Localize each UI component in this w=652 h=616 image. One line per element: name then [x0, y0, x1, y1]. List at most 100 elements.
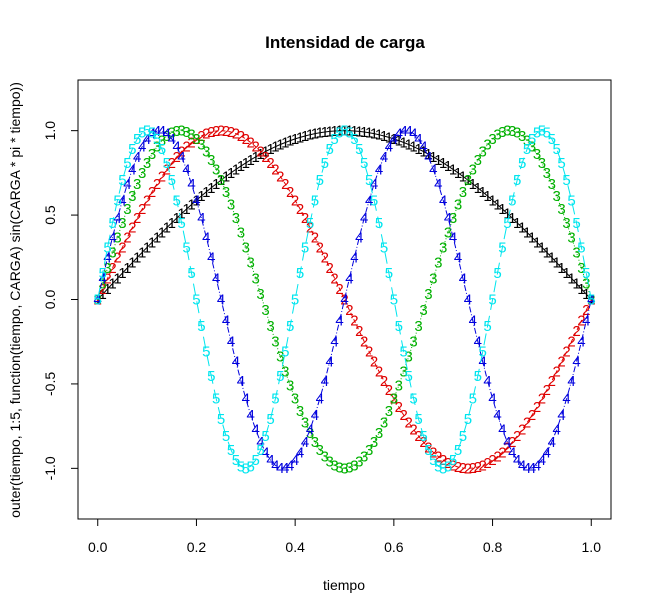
series-marker-5: 5 — [345, 125, 353, 142]
series-marker-3: 3 — [405, 349, 413, 366]
series-marker-4: 4 — [479, 354, 487, 371]
series-marker-4: 4 — [291, 452, 299, 469]
series-marker-4: 4 — [503, 434, 511, 451]
series-marker-3: 3 — [276, 349, 284, 366]
series-marker-3: 3 — [513, 125, 521, 142]
series-marker-4: 4 — [163, 126, 171, 143]
series-marker-3: 3 — [143, 155, 151, 172]
series-marker-1: 1 — [355, 123, 363, 140]
series-marker-3: 3 — [306, 425, 314, 442]
series-marker-5: 5 — [113, 192, 121, 209]
series-marker-4: 4 — [414, 131, 422, 148]
series-marker-2: 2 — [281, 176, 289, 193]
x-tick-label: 0.2 — [187, 539, 207, 555]
y-axis: -1.0 -0.5 0.0 0.5 1.0 — [42, 121, 79, 480]
series-marker-2: 2 — [464, 460, 472, 477]
series-marker-2: 2 — [148, 184, 156, 201]
series-marker-5: 5 — [326, 141, 334, 158]
series-marker-2: 2 — [488, 452, 496, 469]
series-marker-2: 2 — [409, 422, 417, 439]
series-marker-2: 2 — [498, 444, 506, 461]
series-marker-5: 5 — [370, 192, 378, 209]
series-marker-4: 4 — [380, 149, 388, 166]
series-marker-3: 3 — [340, 460, 348, 477]
series-marker-1: 1 — [469, 176, 477, 193]
series-marker-3: 3 — [582, 276, 590, 293]
series-marker-3: 3 — [207, 152, 215, 169]
series-marker-5: 5 — [350, 131, 358, 148]
series-marker-4: 4 — [271, 457, 279, 474]
series-marker-2: 2 — [493, 449, 501, 466]
series-marker-5: 5 — [518, 155, 526, 172]
series-marker-2: 2 — [266, 155, 274, 172]
series-marker-4: 4 — [113, 210, 121, 227]
series-marker-5: 5 — [128, 141, 136, 158]
series-marker-2: 2 — [316, 239, 324, 256]
series-marker-2: 2 — [133, 210, 141, 227]
series-markers-4: 4444444444444444444444444444444444444444… — [94, 123, 596, 477]
series-marker-4: 4 — [498, 422, 506, 439]
series-marker-4: 4 — [212, 270, 220, 287]
series-marker-5: 5 — [523, 141, 531, 158]
series-marker-5: 5 — [192, 292, 200, 309]
series-marker-4: 4 — [335, 313, 343, 330]
series-marker-2: 2 — [528, 407, 536, 424]
series-marker-2: 2 — [419, 434, 427, 451]
series-marker-4: 4 — [108, 229, 116, 246]
series-marker-3: 3 — [350, 457, 358, 474]
y-tick-label: 0.5 — [42, 205, 58, 225]
series-marker-2: 2 — [153, 176, 161, 193]
series-marker-5: 5 — [212, 391, 220, 408]
series-marker-4: 4 — [567, 373, 575, 390]
series-line-2 — [97, 130, 592, 469]
series-marker-2: 2 — [202, 126, 210, 143]
series-marker-2: 2 — [163, 161, 171, 178]
x-tick-label: 0.0 — [88, 539, 108, 555]
series-marker-3: 3 — [439, 239, 447, 256]
series-marker-3: 3 — [197, 137, 205, 154]
series-marker-5: 5 — [227, 442, 235, 459]
series-marker-3: 3 — [326, 454, 334, 471]
series-marker-5: 5 — [182, 239, 190, 256]
series-marker-4: 4 — [182, 161, 190, 178]
series-marker-5: 5 — [291, 292, 299, 309]
series-marker-3: 3 — [557, 201, 565, 218]
series-marker-2: 2 — [123, 229, 131, 246]
series-marker-5: 5 — [266, 411, 274, 428]
x-axis-label: tiempo — [323, 577, 365, 593]
series-marker-4: 4 — [123, 176, 131, 193]
series-marker-2: 2 — [271, 161, 279, 178]
series-marker-4: 4 — [237, 373, 245, 390]
series-marker-3: 3 — [148, 146, 156, 163]
series-marker-5: 5 — [247, 458, 255, 475]
series-marker-5: 5 — [335, 125, 343, 142]
series-marker-3: 3 — [177, 123, 185, 140]
series-marker-3: 3 — [409, 334, 417, 351]
series-marker-3: 3 — [182, 124, 190, 141]
series-marker-1: 1 — [227, 165, 235, 182]
series-marker-5: 5 — [405, 368, 413, 385]
series-marker-2: 2 — [375, 363, 383, 380]
series-marker-3: 3 — [266, 318, 274, 335]
series-marker-5: 5 — [375, 215, 383, 232]
series-marker-5: 5 — [138, 125, 146, 142]
series-marker-1: 1 — [513, 215, 521, 232]
series-marker-2: 2 — [108, 260, 116, 277]
series-marker-3: 3 — [444, 225, 452, 242]
series-marker-1: 1 — [493, 197, 501, 214]
series-marker-5: 5 — [301, 239, 309, 256]
series-marker-5: 5 — [103, 239, 111, 256]
series-marker-1: 1 — [405, 137, 413, 154]
series-marker-3: 3 — [419, 302, 427, 319]
series-marker-1: 1 — [553, 255, 561, 272]
series-marker-1: 1 — [409, 139, 417, 156]
series-marker-2: 2 — [503, 440, 511, 457]
series-marker-4: 4 — [94, 292, 102, 309]
series-marker-4: 4 — [360, 210, 368, 227]
series-marker-4: 4 — [557, 407, 565, 424]
series-marker-5: 5 — [409, 391, 417, 408]
series-marker-2: 2 — [424, 440, 432, 457]
series-marker-2: 2 — [207, 124, 215, 141]
series-marker-4: 4 — [118, 192, 126, 209]
series-marker-5: 5 — [158, 141, 166, 158]
